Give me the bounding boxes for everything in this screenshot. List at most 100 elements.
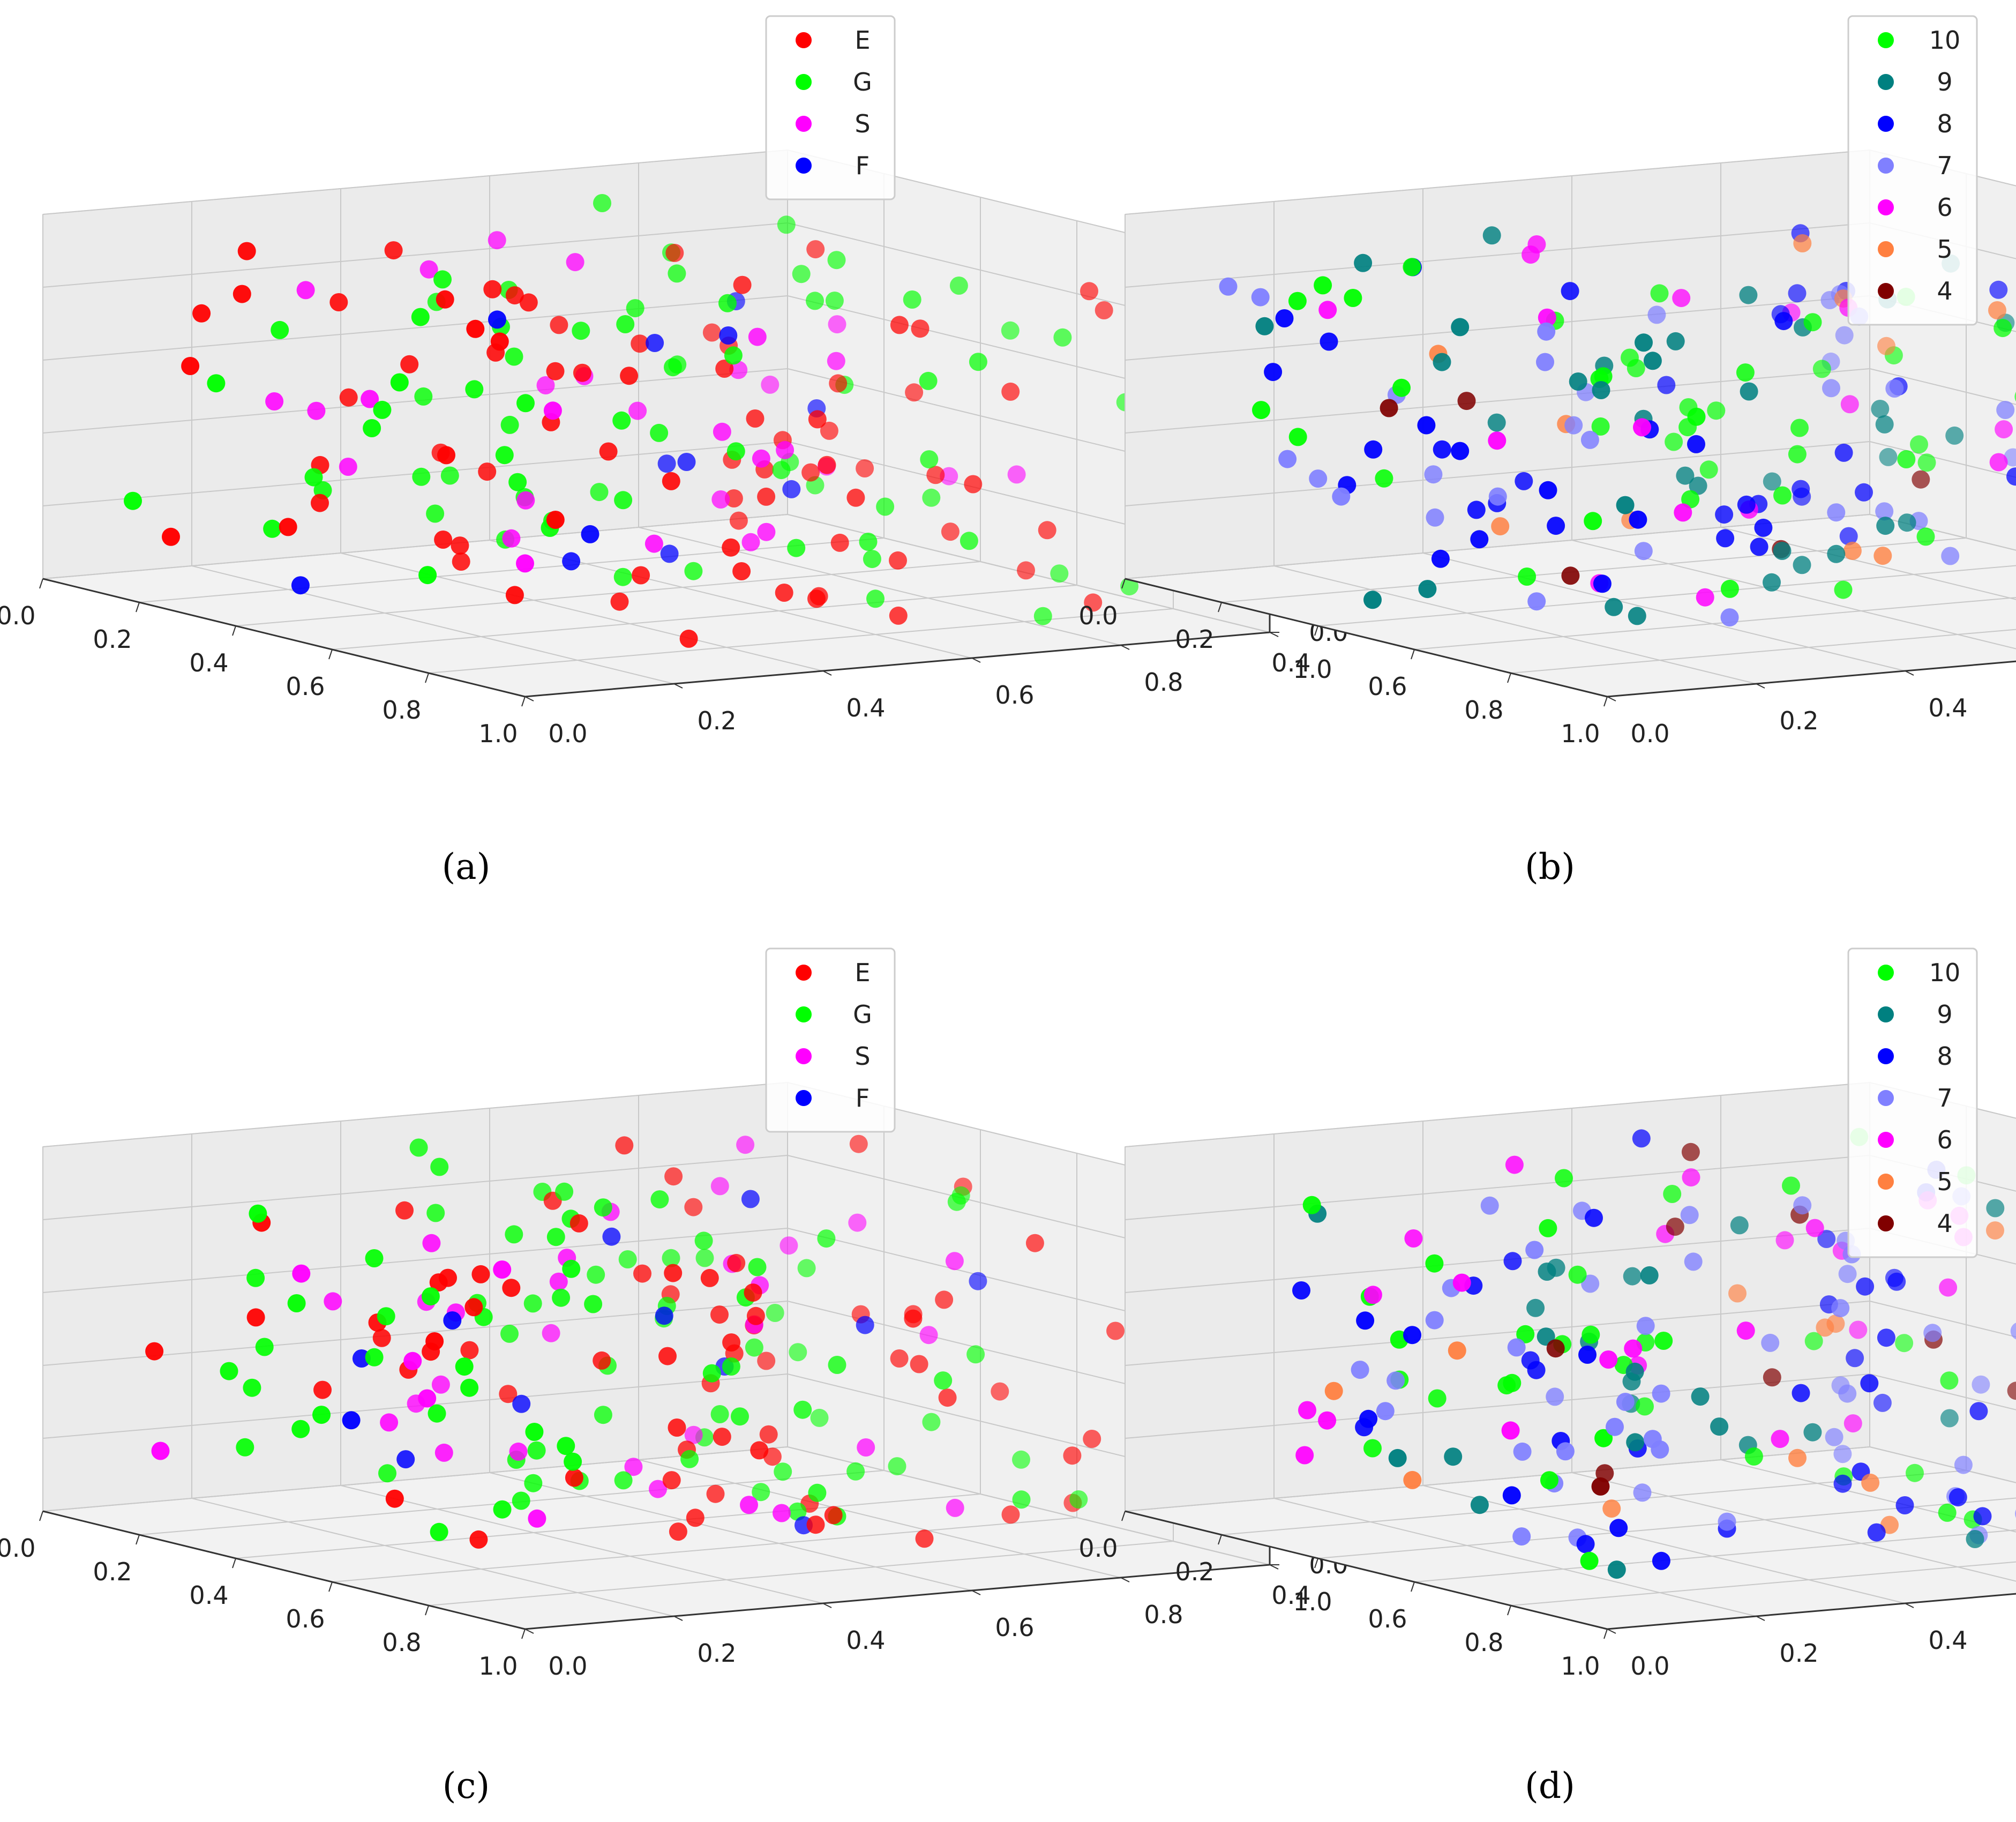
point-d-series-7-22 <box>1718 1512 1736 1531</box>
point-c-series-G-44 <box>695 1249 714 1267</box>
point-a-series-S-11 <box>729 361 748 379</box>
point-a-series-E-62 <box>889 606 908 625</box>
point-a-series-S-15 <box>502 529 521 548</box>
point-c-series-E-19 <box>727 1253 746 1272</box>
point-b-series-10-21 <box>1910 435 1928 454</box>
point-c-series-S-14 <box>857 1438 875 1457</box>
point-c-series-E-51 <box>569 1214 588 1233</box>
point-b-series-7-5 <box>1426 508 1444 527</box>
point-a-series-E-5 <box>830 533 849 552</box>
point-d-series-9-26 <box>1625 1362 1644 1381</box>
point-c-series-E-61 <box>744 1283 762 1302</box>
point-c-series-G-15 <box>291 1420 310 1438</box>
point-b-series-8-4 <box>1788 284 1807 303</box>
point-c-series-G-38 <box>828 1356 846 1374</box>
point-a-series-E-8 <box>806 240 825 259</box>
point-c-series-G-49 <box>614 1471 633 1490</box>
point-c-series-G-19 <box>650 1190 669 1209</box>
gridline-a-0-4 <box>42 514 788 579</box>
legend-label-b-7: 7 <box>1937 151 1952 180</box>
point-b-series-7-27 <box>1527 592 1546 611</box>
point-d-series-6-14 <box>1843 1414 1862 1433</box>
point-d-series-5-0 <box>1816 1318 1834 1337</box>
point-c-series-G-72 <box>710 1405 729 1423</box>
point-a-series-S-24 <box>516 491 535 510</box>
y-tick-mark-b-1 <box>1756 683 1765 689</box>
point-c-series-E-3 <box>710 1305 729 1324</box>
point-c-series-E-46 <box>700 1268 719 1287</box>
point-a-series-G-40 <box>772 461 791 480</box>
point-d-series-7-17 <box>1606 1417 1624 1436</box>
point-a-series-E-75 <box>550 316 568 334</box>
point-b-series-7-22 <box>1564 416 1583 435</box>
point-a-series-G-26 <box>1033 607 1052 625</box>
point-a-series-E-43 <box>279 518 297 536</box>
x-tick-label-d-3: 0.6 <box>1368 1604 1407 1633</box>
point-d-series-6-3 <box>1505 1155 1524 1174</box>
legend-label-b-8: 8 <box>1937 109 1952 138</box>
point-b-series-6-15 <box>1538 308 1556 327</box>
point-b-series-8-2 <box>1687 435 1705 453</box>
gridline-a-1-0 <box>139 537 885 603</box>
point-d-series-7-11 <box>1351 1361 1369 1379</box>
legend-label-d-8: 8 <box>1937 1042 1952 1071</box>
point-d-series-5-8 <box>1861 1473 1880 1492</box>
y-tick-label-a-3: 0.6 <box>995 681 1034 710</box>
point-d-series-7-3 <box>1556 1442 1575 1461</box>
point-a-series-E-34 <box>311 494 329 512</box>
point-a-series-S-9 <box>752 449 770 468</box>
point-a-series-G-39 <box>919 371 938 390</box>
point-c-series-S-3 <box>542 1324 560 1342</box>
point-c-series-G-34 <box>430 1158 449 1176</box>
point-c-series-E-47 <box>706 1484 725 1503</box>
legend-marker-d-10 <box>1878 965 1894 981</box>
point-a-series-G-30 <box>124 491 142 510</box>
point-b-series-8-6 <box>1839 527 1858 546</box>
point-d-series-5-3 <box>1403 1470 1422 1489</box>
y-tick-label-a-4: 0.8 <box>1144 668 1183 697</box>
point-b-series-8-7 <box>1264 363 1283 382</box>
legend-label-b-10: 10 <box>1929 26 1961 55</box>
point-d-series-10-9 <box>1516 1325 1535 1343</box>
point-d-series-8-4 <box>1632 1129 1651 1148</box>
point-b-series-8-15 <box>1792 480 1810 498</box>
point-d-series-8-16 <box>1359 1409 1378 1428</box>
point-c-series-F-8 <box>969 1272 987 1290</box>
x-tick-label-b-1: 0.2 <box>1175 625 1214 654</box>
legend-marker-d-8 <box>1878 1048 1894 1064</box>
point-b-series-9-42 <box>1569 372 1587 391</box>
point-a-series-E-9 <box>631 334 649 353</box>
caption-b: (b) <box>1525 846 1575 887</box>
point-d-series-6-15 <box>1295 1446 1314 1465</box>
gridline-d-3-2 <box>1571 1472 2016 1582</box>
point-d-series-6-4 <box>1682 1168 1700 1187</box>
legend-marker-c-E <box>796 965 812 981</box>
point-a-series-G-70 <box>777 215 796 234</box>
point-c-series-G-16 <box>555 1182 574 1201</box>
point-a-series-F-1 <box>657 454 676 473</box>
point-a-series-G-46 <box>433 270 452 289</box>
pane-left-d <box>1125 1081 1870 1512</box>
point-b-series-7-15 <box>1875 502 1894 521</box>
y-tick-mark-d-1 <box>1756 1616 1765 1621</box>
point-a-series-E-18 <box>911 319 930 338</box>
point-c-series-G-46 <box>564 1452 582 1471</box>
point-b-series-10-2 <box>1790 419 1809 437</box>
x-tick-mark-b-1 <box>1218 602 1222 613</box>
point-b-series-7-2 <box>1537 322 1556 341</box>
point-a-series-G-65 <box>787 539 806 557</box>
x-tick-label-b-3: 0.6 <box>1368 672 1407 701</box>
x-tick-label-a-3: 0.6 <box>286 672 325 701</box>
point-d-series-7-32 <box>1972 1375 1990 1394</box>
point-c-series-G-11 <box>512 1491 530 1510</box>
point-a-series-E-67 <box>546 362 565 380</box>
y-tick-label-c-1: 0.2 <box>697 1639 736 1668</box>
point-b-series-8-5 <box>1539 481 1557 499</box>
point-d-series-9-27 <box>1940 1409 1959 1428</box>
point-a-series-G-2 <box>863 550 881 569</box>
point-b-series-10-38 <box>1916 527 1935 546</box>
gridline-b-5-2 <box>1869 514 2016 551</box>
legend-marker-b-10 <box>1878 32 1894 48</box>
point-b-series-10-40 <box>1584 512 1602 531</box>
gridline-b-5-4 <box>1125 150 1870 215</box>
